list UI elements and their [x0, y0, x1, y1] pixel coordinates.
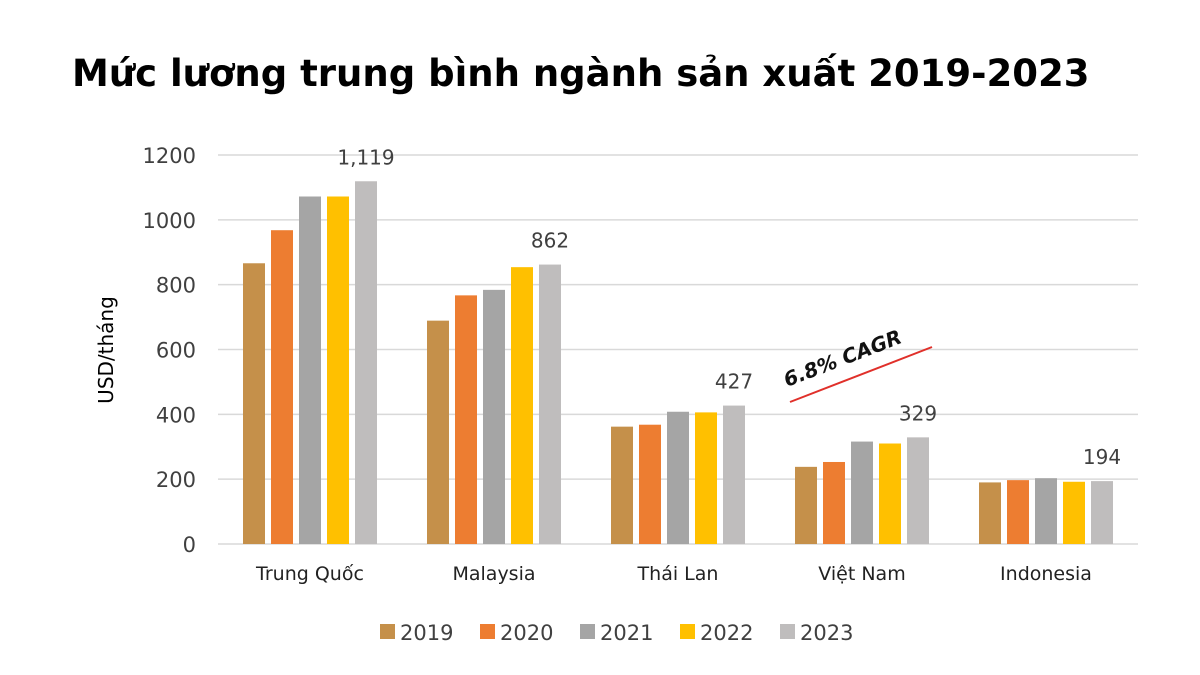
bar: [723, 405, 745, 544]
bar: [243, 263, 265, 544]
category-label: Trung Quốc: [255, 563, 364, 585]
legend-swatch: [380, 624, 395, 639]
bar: [1007, 480, 1029, 544]
bar: [539, 264, 561, 544]
bar: [1091, 481, 1113, 544]
y-axis-ticks: 0 200 400 600 800 1000 1200: [143, 144, 196, 557]
category-label: Indonesia: [1000, 563, 1092, 585]
y-tick-label: 1200: [143, 144, 196, 168]
bar: [427, 320, 449, 544]
bar: [979, 482, 1001, 544]
data-label: 1,119: [337, 145, 394, 169]
bar: [511, 267, 533, 544]
data-label: 427: [715, 370, 753, 394]
cagr-line: [789, 346, 933, 403]
chart-title: Mức lương trung bình ngành sản xuất 2019…: [72, 52, 1090, 95]
bar: [851, 441, 873, 544]
category-labels: Trung Quốc Malaysia Thái Lan Việt Nam Indone…: [255, 563, 1092, 585]
legend-label: 2020: [500, 621, 553, 645]
bar: [455, 295, 477, 544]
y-axis-label: USD/tháng: [94, 296, 118, 404]
legend-label: 2019: [400, 621, 453, 645]
bar: [327, 196, 349, 544]
y-tick-label: 600: [156, 339, 196, 363]
bar: [823, 461, 845, 544]
bar: [695, 412, 717, 544]
category-label: Việt Nam: [818, 563, 905, 585]
cagr-annotation: 6.8% CAGR: [780, 325, 933, 403]
legend-swatch: [780, 624, 795, 639]
bar: [879, 443, 901, 544]
category-label: Thái Lan: [637, 563, 719, 585]
bar: [1063, 481, 1085, 544]
legend: 2019 2020 2021 2022 2023: [380, 621, 853, 645]
legend-label: 2023: [800, 621, 853, 645]
y-tick-label: 200: [156, 468, 196, 492]
bar: [1035, 478, 1057, 544]
legend-label: 2022: [700, 621, 753, 645]
legend-swatch: [580, 624, 595, 639]
y-tick-label: 400: [156, 403, 196, 427]
data-label: 862: [531, 229, 569, 253]
legend-swatch: [680, 624, 695, 639]
bar: [355, 181, 377, 544]
category-label: Malaysia: [452, 563, 535, 585]
data-label: 194: [1083, 445, 1121, 469]
y-tick-label: 800: [156, 274, 196, 298]
y-tick-label: 1000: [143, 209, 196, 233]
y-tick-label: 0: [183, 533, 196, 557]
bar: [483, 289, 505, 544]
bars: [243, 181, 1113, 544]
bar: [639, 424, 661, 544]
data-label: 329: [899, 401, 937, 425]
bar: [299, 196, 321, 544]
bar: [611, 426, 633, 544]
bar: [271, 230, 293, 544]
bar: [667, 411, 689, 544]
legend-swatch: [480, 624, 495, 639]
bar: [907, 437, 929, 544]
bar: [795, 466, 817, 544]
data-labels: 1,119 862 427 329 194: [337, 145, 1121, 469]
legend-label: 2021: [600, 621, 653, 645]
